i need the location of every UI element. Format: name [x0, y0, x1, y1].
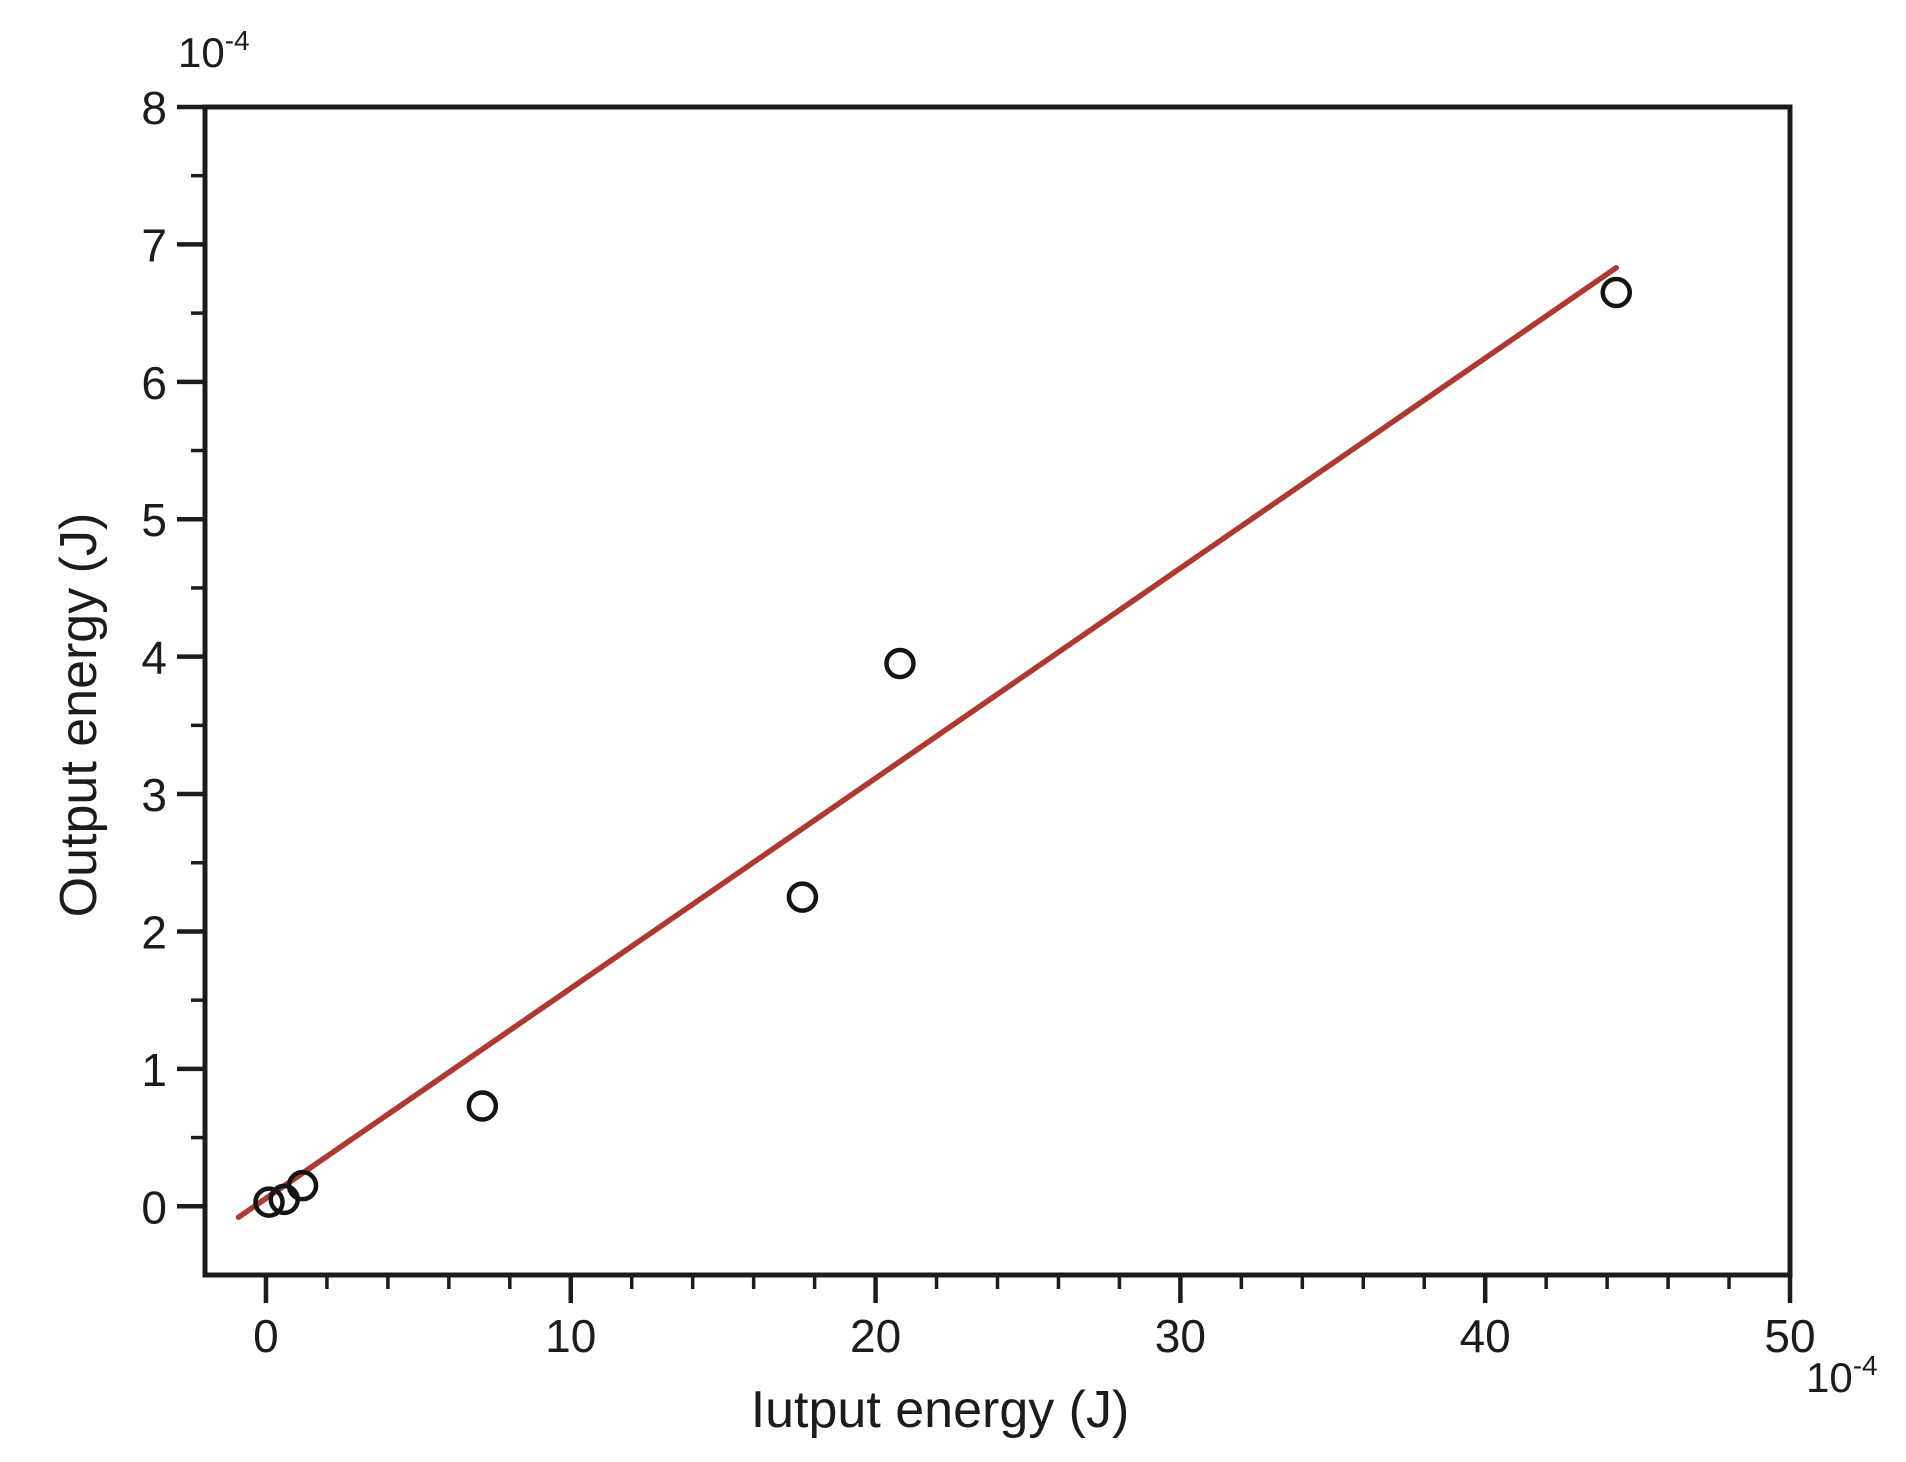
y-tick-label: 4 [141, 632, 167, 684]
axis-ticks [177, 104, 1793, 1303]
y-scale-exp: -4 [225, 25, 250, 56]
y-tick-label: 5 [141, 494, 167, 546]
x-tick-label: 50 [1764, 1310, 1815, 1362]
data-point [786, 881, 819, 913]
x-scale-exp: -4 [1853, 1350, 1878, 1381]
data-point [286, 1169, 319, 1202]
data-point [1600, 276, 1633, 309]
x-scale-base: 10 [1806, 1354, 1853, 1401]
x-axis-title: Iutput energy (J) [751, 1381, 1130, 1439]
y-tick-label: 6 [141, 357, 167, 409]
y-scale-base: 10 [178, 29, 225, 76]
y-tick-label: 3 [141, 769, 167, 821]
y-tick-label: 0 [141, 1181, 167, 1233]
data-point [253, 1186, 285, 1218]
axis-tick-labels: 0 10 20 30 40 50 0 1 2 3 4 5 6 7 8 [141, 82, 1815, 1362]
plot-frame [202, 104, 1793, 1278]
y-tick-label: 2 [141, 906, 167, 958]
data-point [884, 647, 916, 680]
y-tick-label: 7 [141, 219, 167, 271]
x-tick-label: 30 [1155, 1310, 1206, 1362]
data-point [466, 1090, 499, 1122]
fit-line [235, 265, 1620, 1221]
x-tick-label: 20 [850, 1310, 901, 1362]
x-tick-label: 10 [545, 1310, 596, 1362]
x-tick-label: 0 [253, 1310, 279, 1362]
y-tick-label: 8 [141, 82, 167, 134]
y-scale-exponent: 10-4 [178, 25, 250, 76]
y-axis-title: Output energy (J) [50, 513, 108, 918]
y-tick-label: 1 [141, 1044, 167, 1096]
x-tick-label: 40 [1460, 1310, 1511, 1362]
x-scale-exponent: 10-4 [1806, 1350, 1878, 1401]
series-layer [235, 265, 1633, 1221]
